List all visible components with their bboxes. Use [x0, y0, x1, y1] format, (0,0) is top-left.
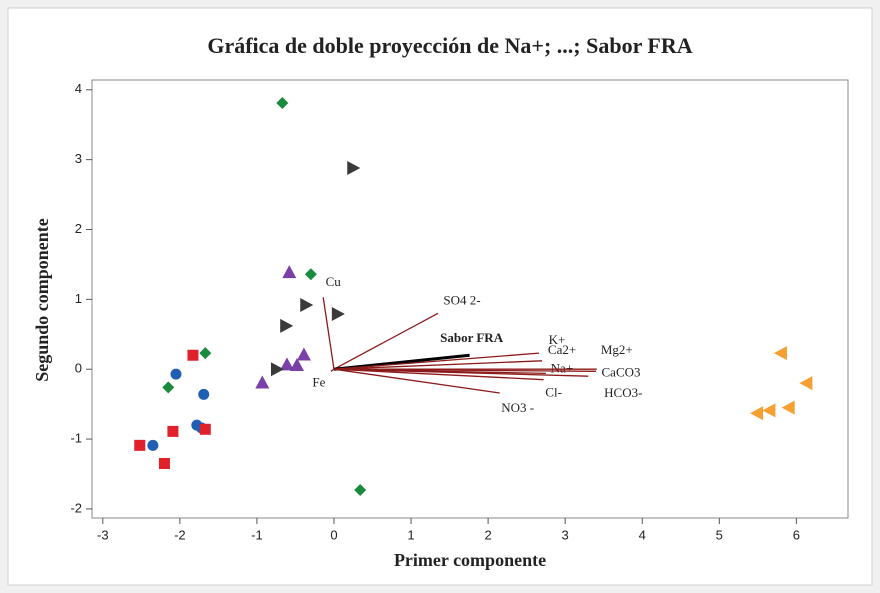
- loading-vector: [330, 368, 335, 372]
- point: [162, 381, 175, 394]
- vector-label: HCO3-: [604, 385, 642, 400]
- point: [282, 265, 297, 279]
- y-tick-label: 0: [75, 361, 82, 376]
- point: [147, 439, 159, 451]
- x-axis-label: Primer componente: [394, 550, 546, 570]
- point: [750, 406, 764, 421]
- point: [762, 403, 776, 418]
- x-tick-label: 5: [716, 527, 723, 542]
- loading-vector: [322, 297, 335, 370]
- loading-vector: [333, 352, 540, 370]
- vector-label: Fe: [312, 374, 325, 389]
- point: [134, 439, 146, 451]
- point: [773, 346, 787, 361]
- point: [331, 307, 345, 322]
- y-tick-label: 1: [75, 291, 82, 306]
- point: [270, 362, 284, 377]
- chart-panel: [7, 7, 873, 586]
- vector-label: Ca2+: [548, 342, 576, 357]
- vector-label: Na+: [551, 360, 574, 375]
- vector-label: NO3 -: [501, 400, 534, 415]
- point: [799, 376, 813, 391]
- point: [170, 368, 182, 380]
- x-tick-label: -2: [174, 527, 186, 542]
- point: [781, 400, 795, 415]
- x-tick-label: -1: [251, 527, 263, 542]
- x-tick-label: 2: [484, 527, 491, 542]
- point: [296, 347, 311, 361]
- loading-vector: [333, 368, 597, 372]
- x-tick-label: 1: [407, 527, 414, 542]
- point: [255, 375, 270, 389]
- point: [347, 161, 361, 176]
- y-tick-label: 4: [75, 81, 82, 96]
- point: [158, 458, 170, 470]
- point: [279, 357, 294, 371]
- vector-label: K+: [549, 332, 566, 347]
- y-tick-label: 2: [75, 221, 82, 236]
- point: [199, 423, 211, 435]
- vector-label: Sabor FRA: [440, 330, 504, 345]
- x-tick-label: 6: [793, 527, 800, 542]
- y-tick-label: 3: [75, 151, 82, 166]
- point: [276, 97, 289, 110]
- vector-label: CaCO3: [602, 364, 641, 379]
- x-tick-label: 0: [330, 527, 337, 542]
- vector-label: Cl-: [545, 385, 562, 400]
- point: [300, 297, 314, 312]
- point: [187, 349, 199, 361]
- vector-label: Cu: [326, 274, 342, 289]
- loading-vector: [333, 368, 589, 377]
- chart-title: Gráfica de doble proyección de Na+; ...;…: [207, 33, 692, 58]
- point: [167, 425, 179, 437]
- vector-label: Mg2+: [601, 342, 633, 357]
- point: [354, 484, 367, 497]
- vector-label: SO4 2-: [443, 292, 480, 307]
- point: [280, 318, 294, 333]
- point: [304, 268, 317, 281]
- point: [199, 347, 212, 360]
- y-axis-label: Segundo componente: [32, 218, 52, 382]
- loading-vector: [333, 312, 439, 370]
- loading-vector: [333, 360, 543, 370]
- x-tick-label: 4: [639, 527, 646, 542]
- x-tick-label: 3: [562, 527, 569, 542]
- x-tick-label: -3: [97, 527, 109, 542]
- loading-vector: [333, 368, 500, 394]
- point: [198, 388, 210, 400]
- loading-vector: [333, 368, 544, 381]
- point: [289, 358, 304, 372]
- y-tick-label: -1: [70, 430, 82, 445]
- y-tick-label: -2: [70, 500, 82, 515]
